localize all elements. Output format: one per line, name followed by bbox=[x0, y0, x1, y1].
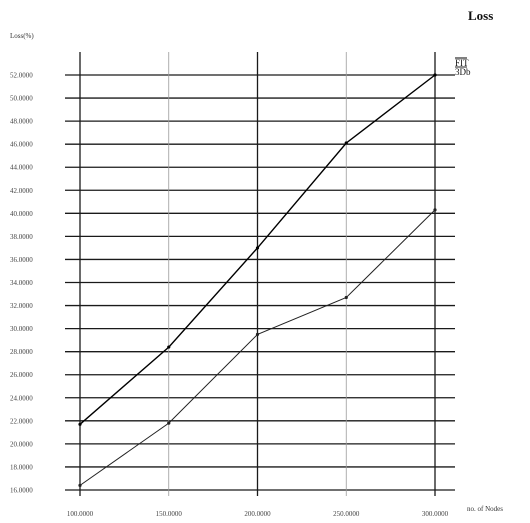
data-point bbox=[78, 483, 82, 487]
y-tick-label: 30.0000 bbox=[10, 325, 33, 333]
data-point bbox=[255, 246, 260, 250]
x-tick-label: 250.0000 bbox=[333, 510, 360, 518]
x-tick-label: 300.0000 bbox=[422, 510, 449, 518]
y-tick-label: 36.0000 bbox=[10, 256, 33, 264]
y-tick-label: 20.0000 bbox=[10, 440, 33, 448]
data-point bbox=[344, 141, 348, 145]
data-point bbox=[78, 422, 82, 426]
y-tick-label: 52.0000 bbox=[10, 72, 33, 80]
x-gridlines bbox=[79, 52, 436, 496]
data-point bbox=[344, 295, 348, 300]
y-tick-label: 22.0000 bbox=[10, 417, 33, 425]
data-point bbox=[167, 345, 171, 349]
y-tick-label: 44.0000 bbox=[10, 164, 33, 172]
series-group bbox=[78, 73, 437, 487]
y-tick-label: 24.0000 bbox=[10, 394, 33, 402]
y-tick-labels: 16.0000 18.0000 20.0000 22.0000 24.0000 26.00… bbox=[10, 72, 33, 495]
y-tick-label: 26.0000 bbox=[10, 371, 33, 379]
y-tick-label: 32.0000 bbox=[10, 302, 33, 310]
legend-entry: FIT bbox=[455, 58, 469, 68]
data-point bbox=[167, 421, 171, 425]
y-tick-label: 34.0000 bbox=[10, 279, 33, 287]
data-point bbox=[255, 332, 260, 336]
x-tick-labels: 100.0000 150.0000 200.0000 250.0000 300.0000 bbox=[67, 510, 449, 518]
legend-entry: 3Db bbox=[455, 67, 471, 77]
y-tick-label: 46.0000 bbox=[10, 141, 33, 149]
x-tick-label: 100.0000 bbox=[67, 510, 94, 518]
y-tick-label: 16.0000 bbox=[10, 487, 33, 495]
y-tick-label: 42.0000 bbox=[10, 187, 33, 195]
x-axis-label: no. of Nodes bbox=[467, 505, 503, 513]
x-tick-label: 150.0000 bbox=[156, 510, 183, 518]
chart-title: Loss bbox=[468, 8, 493, 23]
y-tick-label: 18.0000 bbox=[10, 463, 33, 471]
y-tick-label: 28.0000 bbox=[10, 348, 33, 356]
y-tick-label: 50.0000 bbox=[10, 95, 33, 103]
data-point bbox=[433, 208, 437, 212]
data-point bbox=[433, 73, 437, 77]
y-tick-label: 48.0000 bbox=[10, 118, 33, 126]
y-tick-label: 40.0000 bbox=[10, 210, 33, 218]
x-tick-label: 200.0000 bbox=[244, 510, 271, 518]
y-axis-label: Loss(%) bbox=[10, 32, 34, 40]
y-tick-label: 38.0000 bbox=[10, 233, 33, 241]
y-gridlines bbox=[65, 74, 455, 491]
